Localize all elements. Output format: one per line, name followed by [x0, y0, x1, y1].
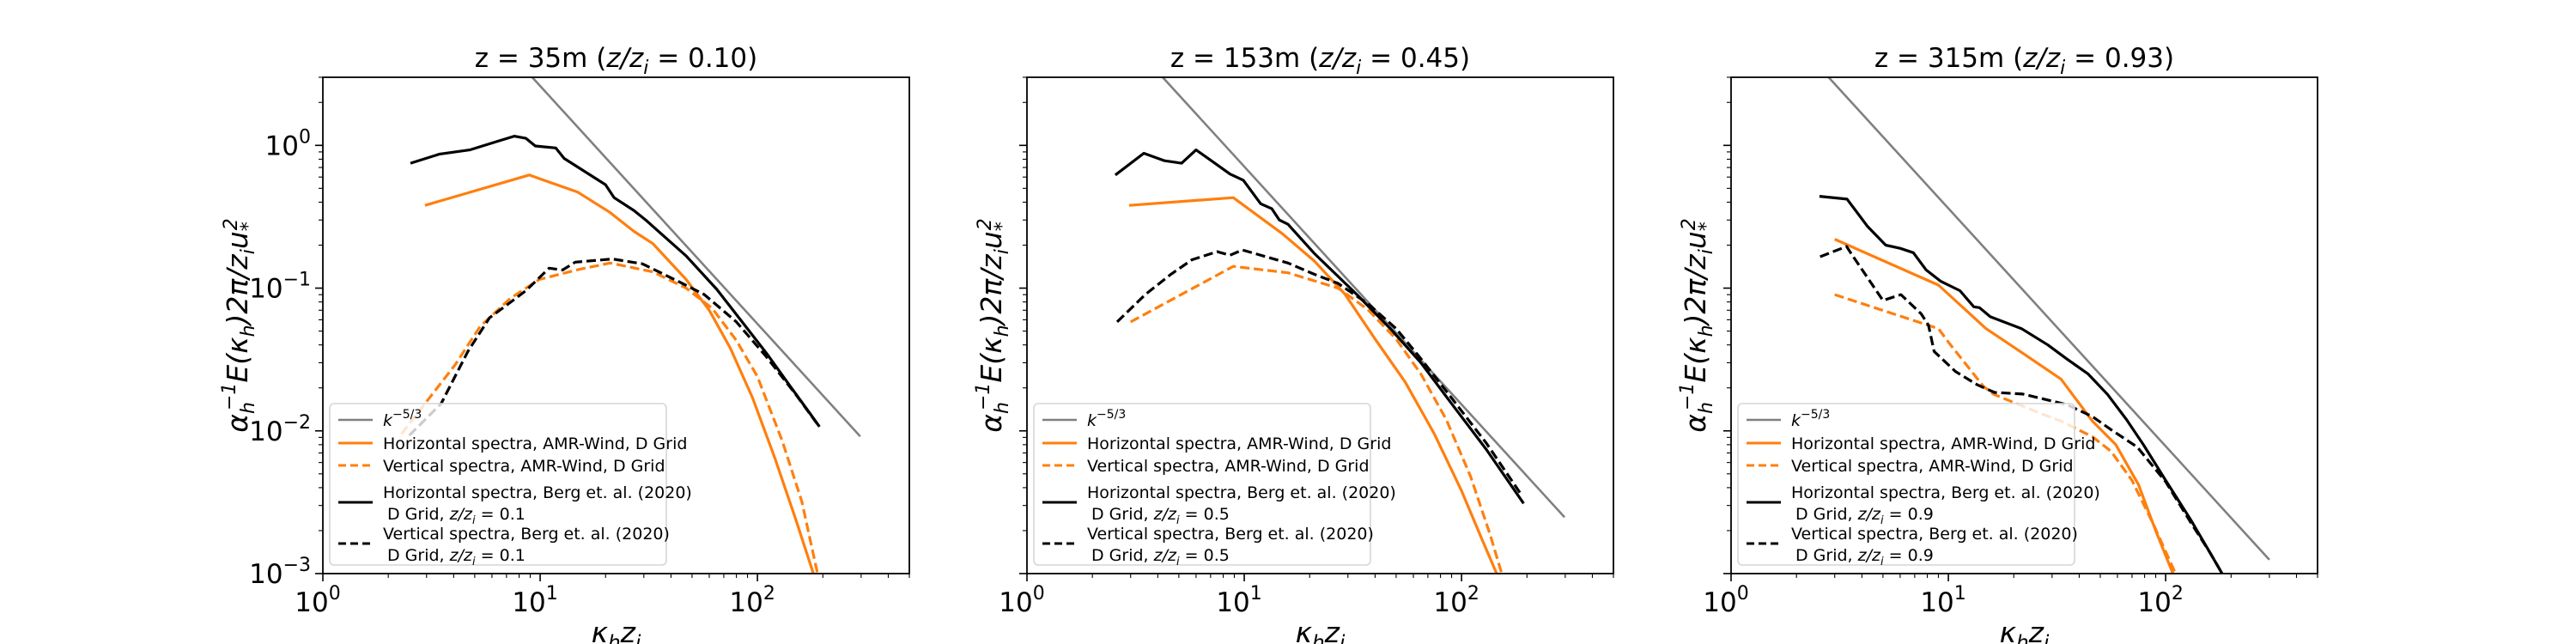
- x-tick-label: 100: [999, 583, 1044, 618]
- legend-label-line2: D Grid, z/zi = 0.9: [1795, 546, 1934, 568]
- subplot-title: z = 315m (z/zi = 0.93): [1874, 43, 2174, 79]
- series-line-2: [1834, 293, 2178, 574]
- series-line-4: [1820, 245, 2224, 574]
- legend-label: Horizontal spectra, AMR-Wind, D Grid: [1087, 434, 1391, 453]
- subplot-title: z = 153m (z/zi = 0.45): [1170, 43, 1470, 79]
- x-axis-label: κhzi: [1296, 616, 1346, 644]
- subplot-title: z = 35m (z/zi = 0.10): [475, 43, 757, 79]
- series-group: [400, 77, 861, 574]
- legend-box: [1737, 403, 2075, 566]
- legend-label-line2: D Grid, z/zi = 0.5: [1091, 546, 1230, 568]
- series-line-3: [1114, 149, 1525, 505]
- axes-frame: [1026, 76, 1614, 574]
- x-axis-label: κhzi: [592, 616, 641, 644]
- legend-label: Horizontal spectra, Berg et. al. (2020): [1791, 483, 2100, 502]
- legend-label: Horizontal spectra, AMR-Wind, D Grid: [1791, 434, 2095, 453]
- legend: k−5/3 Horizontal spectra, AMR-Wind, D Gri…: [1737, 403, 2100, 568]
- subplot-2: z = 153m (z/zi = 0.45) 100 101 102 κhzi αh−1E…: [973, 43, 1614, 644]
- x-axis-label: κhzi: [2000, 616, 2050, 644]
- x-tick-label: 101: [512, 583, 557, 618]
- series-line-2: [400, 261, 819, 574]
- series-line-0: [1161, 77, 1566, 519]
- axes-frame: [322, 76, 910, 574]
- legend: k−5/3 Horizontal spectra, AMR-Wind, D Gri…: [1033, 403, 1396, 568]
- legend-box: [329, 403, 667, 566]
- legend-label-line2: D Grid, z/zi = 0.1: [387, 546, 526, 568]
- series-line-3: [410, 135, 821, 428]
- legend-label-line2: D Grid, z/zi = 0.5: [1091, 505, 1230, 527]
- legend-label: k−5/3: [1087, 408, 1126, 430]
- legend-label: Vertical spectra, Berg et. al. (2020): [1087, 525, 1374, 544]
- legend-label: Horizontal spectra, Berg et. al. (2020): [383, 483, 692, 502]
- y-tick-label: 10−3: [249, 555, 311, 590]
- y-axis-label: αh−1E(κh)2π/ziu*2: [219, 218, 259, 433]
- x-tick-label: 102: [1433, 583, 1479, 618]
- x-tick-label: 102: [729, 583, 775, 618]
- x-tick-label: 102: [2137, 583, 2183, 618]
- y-tick-label: 10−1: [249, 270, 311, 305]
- legend-label-line2: D Grid, z/zi = 0.9: [1795, 505, 1934, 527]
- x-tick-label: 101: [1920, 583, 1965, 618]
- legend-label: Vertical spectra, AMR-Wind, D Grid: [1791, 457, 2074, 476]
- x-tick-label: 100: [1703, 583, 1748, 618]
- series-line-1: [424, 173, 815, 574]
- series-group: [1819, 77, 2270, 574]
- legend-box: [1033, 403, 1371, 566]
- series-line-1: [1128, 196, 1498, 574]
- series-line-3: [1819, 195, 2224, 574]
- legend-label: k−5/3: [383, 408, 422, 430]
- legend-label: Vertical spectra, AMR-Wind, D Grid: [1087, 457, 1370, 476]
- x-tick-label: 100: [295, 583, 340, 618]
- y-axis-label: αh−1E(κh)2π/ziu*2: [1677, 218, 1717, 433]
- subplot-3: z = 315m (z/zi = 0.93) 100 101 102 κhzi αh−1E…: [1677, 43, 2318, 644]
- y-tick-label: 100: [265, 126, 311, 161]
- series-line-4: [408, 258, 819, 437]
- series-group: [1114, 77, 1566, 574]
- series-line-0: [1827, 77, 2270, 561]
- series-line-1: [1834, 238, 2175, 574]
- legend-label-line2: D Grid, z/zi = 0.1: [387, 505, 526, 527]
- legend: k−5/3 Horizontal spectra, AMR-Wind, D Gri…: [329, 403, 692, 568]
- legend-label: Vertical spectra, Berg et. al. (2020): [383, 525, 670, 544]
- legend-label: Horizontal spectra, Berg et. al. (2020): [1087, 483, 1396, 502]
- legend-label: Horizontal spectra, AMR-Wind, D Grid: [383, 434, 687, 453]
- x-tick-label: 101: [1216, 583, 1261, 618]
- legend-label: Vertical spectra, Berg et. al. (2020): [1791, 525, 2078, 544]
- series-line-0: [531, 77, 861, 438]
- subplot-1: z = 35m (z/zi = 0.10) 100 101 102 10−3 10−2 10…: [219, 43, 910, 644]
- series-line-4: [1115, 248, 1524, 497]
- series-line-2: [1129, 264, 1504, 574]
- y-tick-label: 10−2: [249, 412, 311, 447]
- axes-frame: [1730, 76, 2318, 574]
- y-axis-label: αh−1E(κh)2π/ziu*2: [973, 218, 1013, 433]
- legend-label: k−5/3: [1791, 408, 1830, 430]
- legend-label: Vertical spectra, AMR-Wind, D Grid: [383, 457, 665, 476]
